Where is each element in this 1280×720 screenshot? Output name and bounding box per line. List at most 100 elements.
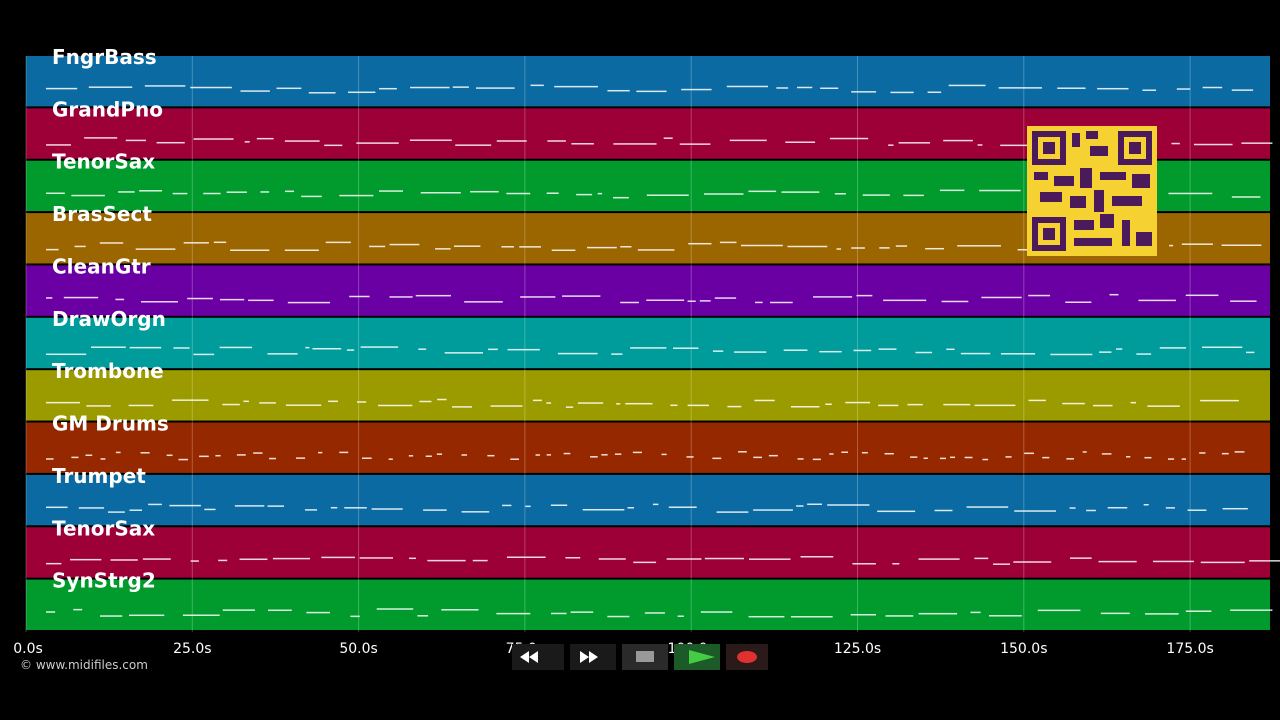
note <box>687 404 710 407</box>
note <box>46 458 54 460</box>
note <box>452 86 469 88</box>
note <box>360 346 399 348</box>
note <box>1222 507 1248 510</box>
note <box>1143 503 1149 506</box>
note <box>88 86 133 88</box>
note <box>1221 244 1262 246</box>
note <box>918 612 958 615</box>
note <box>787 245 828 248</box>
track-band <box>26 579 1270 630</box>
note <box>1097 87 1129 90</box>
note <box>144 85 186 87</box>
track-name: BrasSect <box>52 202 152 226</box>
note <box>948 84 986 87</box>
note <box>436 453 443 455</box>
note <box>663 137 673 139</box>
note <box>755 301 763 304</box>
note <box>312 347 342 350</box>
note <box>419 400 432 403</box>
note <box>853 349 872 352</box>
note <box>1181 458 1187 460</box>
note <box>46 353 87 356</box>
note <box>546 192 559 194</box>
note <box>46 297 53 299</box>
note <box>679 143 711 145</box>
note <box>532 399 542 402</box>
note <box>470 190 499 193</box>
note <box>637 249 675 251</box>
note <box>1249 560 1280 562</box>
note <box>797 458 804 460</box>
rewind-icon <box>520 651 538 663</box>
note <box>977 144 983 146</box>
note <box>890 91 914 94</box>
note <box>244 141 250 143</box>
note <box>714 297 737 299</box>
note <box>348 91 376 94</box>
note <box>827 504 870 506</box>
note <box>135 248 176 250</box>
note <box>73 608 83 611</box>
note <box>420 192 461 194</box>
note <box>1050 353 1093 356</box>
note <box>284 140 320 142</box>
note <box>71 194 105 197</box>
note <box>726 85 768 88</box>
track-band <box>26 370 1270 421</box>
note <box>686 456 694 458</box>
note <box>1241 142 1273 144</box>
note <box>800 556 834 558</box>
note <box>607 615 630 618</box>
note <box>357 401 367 403</box>
note <box>204 508 216 511</box>
note <box>796 505 804 507</box>
note <box>748 615 785 618</box>
note <box>169 504 201 507</box>
note <box>1171 142 1180 145</box>
note <box>960 352 991 355</box>
note <box>644 612 665 614</box>
note <box>625 402 653 405</box>
note <box>388 458 393 460</box>
note <box>378 404 413 407</box>
note <box>1013 561 1052 563</box>
note <box>727 405 742 408</box>
note <box>1185 294 1219 297</box>
note <box>1199 452 1206 454</box>
track-band <box>26 265 1270 316</box>
note <box>506 556 546 558</box>
notes <box>46 84 1280 618</box>
note <box>1181 243 1213 245</box>
note <box>46 87 78 90</box>
note <box>1231 196 1261 198</box>
note <box>974 557 989 560</box>
time-tick-label: 175.0s <box>1166 641 1213 657</box>
note <box>776 87 789 89</box>
note <box>770 301 793 304</box>
note <box>946 348 955 351</box>
note <box>620 245 632 248</box>
note <box>819 350 842 353</box>
note <box>652 503 659 506</box>
note <box>907 403 923 406</box>
note <box>193 353 215 356</box>
note <box>851 91 877 93</box>
note <box>219 298 245 301</box>
note <box>1093 404 1113 407</box>
copyright: © www.midifiles.com <box>20 658 148 672</box>
note <box>1069 507 1076 509</box>
note <box>734 351 767 353</box>
note <box>140 301 178 303</box>
note <box>318 451 323 454</box>
note <box>285 190 295 193</box>
note <box>597 192 603 195</box>
note <box>878 404 899 407</box>
note <box>1165 507 1175 509</box>
note <box>898 142 931 144</box>
note <box>883 299 927 302</box>
note <box>156 141 185 144</box>
note <box>84 137 118 139</box>
track-band <box>26 527 1270 578</box>
note <box>148 503 162 506</box>
note <box>203 192 221 195</box>
